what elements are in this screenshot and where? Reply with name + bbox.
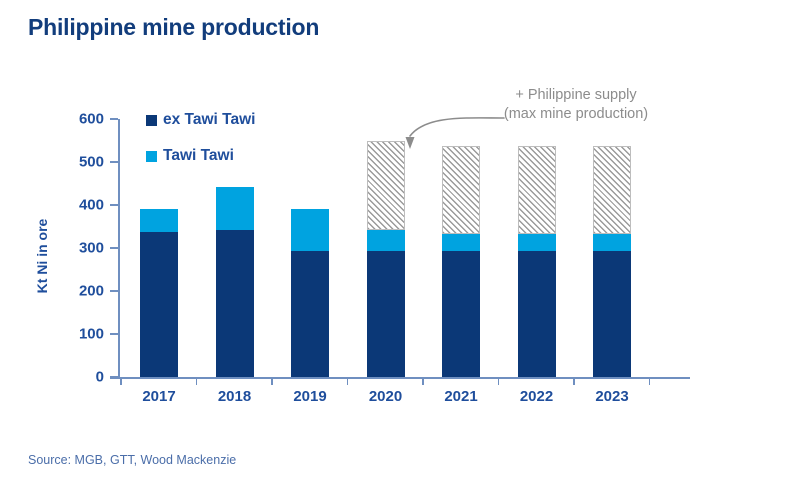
y-tick-mark-600 bbox=[110, 118, 118, 120]
y-axis-line bbox=[118, 119, 120, 377]
bar-segment-ex-tawi-tawi-2017[interactable] bbox=[140, 232, 178, 377]
bar-segment-ex-tawi-tawi-2021[interactable] bbox=[442, 251, 480, 377]
x-tick-mark-3 bbox=[346, 377, 348, 385]
bar-segment-extra-supply-2022[interactable] bbox=[517, 146, 556, 235]
x-tick-label-2017: 2017 bbox=[142, 388, 176, 405]
x-tick-label-2020: 2020 bbox=[368, 388, 403, 405]
bar-group-2020[interactable] bbox=[366, 119, 405, 377]
y-tick-mark-400 bbox=[110, 204, 118, 206]
x-tick-label-2019: 2019 bbox=[293, 388, 327, 405]
bar-segment-tawi-tawi-2021[interactable] bbox=[442, 234, 480, 252]
y-tick-label-600: 600 bbox=[78, 110, 104, 128]
y-tick-mark-100 bbox=[110, 333, 118, 335]
y-tick-label-500: 500 bbox=[78, 153, 104, 171]
x-axis-line bbox=[110, 377, 690, 379]
x-tick-label-2023: 2023 bbox=[595, 388, 629, 405]
y-tick-label-100: 100 bbox=[78, 325, 104, 343]
x-tick-mark-0 bbox=[120, 377, 122, 385]
y-tick-mark-0 bbox=[110, 376, 118, 378]
x-tick-label-2022: 2022 bbox=[519, 388, 554, 405]
x-tick-label-2018: 2018 bbox=[217, 388, 252, 405]
x-tick-mark-7 bbox=[648, 377, 650, 385]
legend: ex Tawi Tawi Tawi Tawi bbox=[146, 111, 255, 183]
bar-segment-tawi-tawi-2022[interactable] bbox=[517, 234, 556, 252]
annotation-line-2: (max mine production) bbox=[503, 106, 649, 122]
bar-segment-ex-tawi-tawi-2022[interactable] bbox=[517, 251, 556, 377]
x-tick-mark-4 bbox=[422, 377, 424, 385]
legend-label: Tawi Tawi bbox=[163, 147, 234, 164]
x-tick-mark-2 bbox=[271, 377, 273, 385]
bar-group-2023[interactable] bbox=[593, 119, 631, 377]
annotation-text: + Philippine supply (max mine production… bbox=[466, 86, 686, 124]
annotation-arrow-icon bbox=[405, 117, 505, 149]
y-tick-label-0: 0 bbox=[95, 368, 104, 386]
bar-group-2021[interactable] bbox=[442, 119, 480, 377]
legend-swatch-icon bbox=[146, 114, 157, 126]
bar-segment-ex-tawi-tawi-2019[interactable] bbox=[291, 251, 329, 377]
bar-group-2018[interactable] bbox=[215, 119, 254, 377]
legend-swatch-icon bbox=[146, 150, 157, 162]
bar-segment-tawi-tawi-2019[interactable] bbox=[291, 209, 329, 252]
source-note: Source: MGB, GTT, Wood Mackenzie bbox=[28, 453, 237, 467]
legend-item-ex-tawi-tawi[interactable]: ex Tawi Tawi bbox=[146, 111, 255, 129]
bar-segment-tawi-tawi-2018[interactable] bbox=[215, 187, 254, 230]
y-tick-mark-200 bbox=[110, 290, 118, 292]
y-tick-mark-300 bbox=[110, 247, 118, 249]
y-tick-label-400: 400 bbox=[78, 196, 104, 214]
y-tick-label-200: 200 bbox=[78, 282, 104, 300]
y-axis-title: Kt Ni in ore bbox=[34, 218, 50, 294]
bar-segment-extra-supply-2021[interactable] bbox=[442, 146, 480, 235]
page-title: Philippine mine production bbox=[28, 14, 320, 40]
bar-segment-extra-supply-2020[interactable] bbox=[366, 141, 405, 230]
bar-segment-extra-supply-2023[interactable] bbox=[593, 146, 631, 235]
annotation-line-1: + Philippine supply bbox=[515, 87, 637, 103]
y-axis-tick-labels: 0 100 200 300 400 500 600 bbox=[52, 0, 104, 480]
x-tick-mark-6 bbox=[573, 377, 575, 385]
bar-segment-ex-tawi-tawi-2023[interactable] bbox=[593, 251, 631, 377]
y-tick-label-300: 300 bbox=[78, 239, 104, 257]
legend-item-tawi-tawi[interactable]: Tawi Tawi bbox=[146, 147, 255, 165]
y-tick-mark-500 bbox=[110, 161, 118, 163]
bar-group-2017[interactable] bbox=[140, 119, 178, 377]
bar-segment-ex-tawi-tawi-2020[interactable] bbox=[366, 251, 405, 377]
x-tick-mark-5 bbox=[497, 377, 499, 385]
x-tick-mark-1 bbox=[195, 377, 197, 385]
bar-group-2022[interactable] bbox=[517, 119, 556, 377]
bar-segment-ex-tawi-tawi-2018[interactable] bbox=[215, 229, 254, 377]
legend-label: ex Tawi Tawi bbox=[163, 111, 256, 128]
bar-segment-tawi-tawi-2020[interactable] bbox=[366, 229, 405, 252]
x-tick-label-2021: 2021 bbox=[444, 388, 478, 405]
bar-group-2019[interactable] bbox=[291, 119, 329, 377]
bar-segment-tawi-tawi-2023[interactable] bbox=[593, 234, 631, 252]
plot-area bbox=[118, 119, 688, 377]
bar-segment-tawi-tawi-2017[interactable] bbox=[140, 209, 178, 233]
